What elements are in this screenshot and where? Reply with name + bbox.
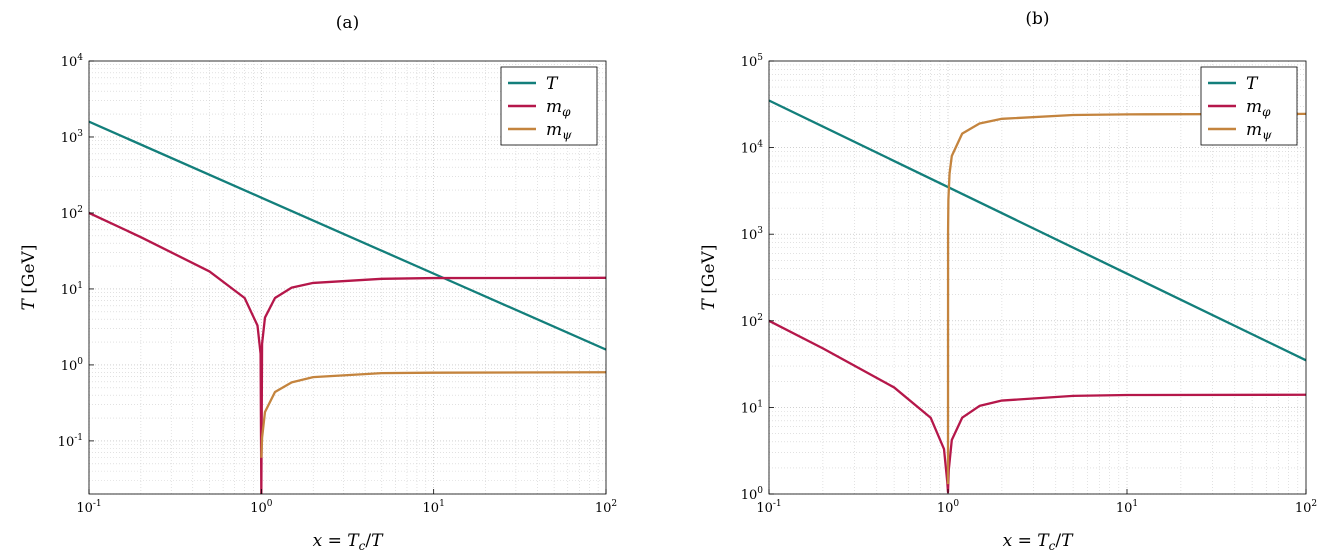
x-tick-label: 102 bbox=[595, 499, 617, 516]
series-line-T bbox=[769, 99, 1306, 362]
legend-label: mφ bbox=[1246, 97, 1271, 119]
y-tick-label: 100 bbox=[61, 357, 84, 374]
y-tick-label: 105 bbox=[741, 53, 764, 70]
series-line-m-phi bbox=[89, 211, 606, 494]
x-tick-label: 101 bbox=[423, 499, 445, 516]
x-axis-label: x = Tc/T bbox=[1003, 531, 1074, 552]
x-tick-label: 100 bbox=[250, 499, 273, 516]
legend-label: T bbox=[546, 74, 559, 94]
y-tick-label: 103 bbox=[61, 129, 84, 146]
legend-label: mφ bbox=[546, 97, 571, 119]
grid bbox=[88, 61, 606, 495]
panel-title: (a) bbox=[336, 13, 359, 33]
legend-label: mψ bbox=[546, 120, 572, 142]
series-line-m-psi bbox=[946, 112, 1306, 485]
y-tick-label: 101 bbox=[61, 281, 83, 298]
legend-label: mψ bbox=[1246, 120, 1272, 142]
y-tick-label: 104 bbox=[741, 140, 764, 157]
y-tick-label: 103 bbox=[741, 226, 764, 243]
y-tick-label: 10-1 bbox=[58, 433, 83, 450]
y-tick-label: 104 bbox=[61, 53, 84, 70]
x-tick-label: 102 bbox=[1295, 499, 1317, 516]
x-tick-label: 100 bbox=[937, 499, 960, 516]
series-line-m-phi bbox=[769, 319, 1306, 494]
x-axis-label: x = Tc/T bbox=[313, 531, 384, 552]
plot-frame bbox=[88, 60, 607, 495]
y-axis-label: T [GeV] bbox=[699, 245, 719, 311]
y-tick-label: 102 bbox=[61, 205, 83, 222]
series-line-T bbox=[89, 120, 606, 351]
panel-title: (b) bbox=[1025, 9, 1049, 29]
legend-label: T bbox=[1246, 74, 1259, 94]
y-tick-label: 101 bbox=[741, 399, 763, 416]
y-tick-label: 100 bbox=[741, 486, 764, 503]
plot-frame bbox=[768, 60, 1307, 495]
y-axis-label: T [GeV] bbox=[19, 245, 39, 311]
x-tick-label: 10-1 bbox=[756, 499, 781, 516]
x-tick-label: 10-1 bbox=[76, 499, 101, 516]
chart-panel-a: 10-1 100 101 102 10-1 100 101 102 103 104 (a) x = T… bbox=[19, 13, 617, 552]
legend-box bbox=[1200, 66, 1298, 146]
y-tick-label: 102 bbox=[741, 313, 763, 330]
series-line-m-psi bbox=[260, 371, 606, 458]
x-tick-label: 101 bbox=[1116, 499, 1138, 516]
